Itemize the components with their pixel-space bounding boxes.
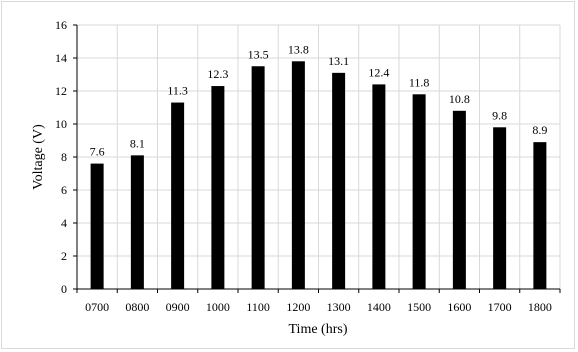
y-tick-label: 6 (61, 183, 67, 197)
axes (73, 24, 561, 293)
bar (291, 61, 305, 289)
bar (332, 72, 346, 289)
x-tick-label: 1100 (246, 300, 270, 314)
x-tick-label: 1200 (286, 300, 310, 314)
bar (171, 102, 185, 289)
data-label: 12.3 (207, 67, 228, 81)
data-label: 8.1 (130, 136, 145, 150)
x-axis-title: Time (hrs) (289, 322, 348, 337)
x-tick-label: 0700 (85, 300, 109, 314)
y-axis-title: Voltage (V) (31, 124, 46, 190)
data-label: 10.8 (449, 92, 470, 106)
x-tick-label: 1500 (407, 300, 431, 314)
y-tick-label: 0 (61, 282, 67, 296)
data-label: 12.4 (368, 65, 389, 79)
x-tick-label: 1700 (488, 300, 512, 314)
x-tick-label: 1400 (367, 300, 391, 314)
data-label: 7.6 (90, 145, 105, 159)
y-tick-label: 12 (55, 84, 67, 98)
data-label: 11.8 (409, 75, 430, 89)
data-label: 9.8 (492, 108, 507, 122)
bar (211, 86, 225, 289)
y-tick-label: 14 (55, 51, 67, 65)
data-label: 13.1 (328, 54, 349, 68)
gridlines (77, 24, 561, 289)
x-tick-label: 0800 (125, 300, 149, 314)
tick-labels: 0 2 4 6 8 10 12 14 16 0700 0800 0900 1000 1100 1200 130… (55, 18, 552, 314)
y-tick-label: 8 (61, 150, 67, 164)
x-tick-label: 1600 (447, 300, 471, 314)
data-label: 13.8 (288, 42, 309, 56)
y-tick-label: 10 (55, 117, 67, 131)
bars (90, 61, 547, 290)
data-label: 13.5 (248, 47, 269, 61)
bar (90, 163, 104, 289)
data-label: 11.3 (167, 84, 188, 98)
x-tick-label: 1300 (327, 300, 351, 314)
data-labels: 7.6 8.1 11.3 12.3 13.5 13.8 13.1 12.4 11.8 10.8 9.… (90, 42, 548, 158)
bar (412, 94, 426, 289)
bar (130, 155, 144, 289)
y-tick-label: 16 (55, 18, 67, 32)
data-label: 8.9 (532, 123, 547, 137)
bar (452, 110, 466, 289)
bar (493, 127, 507, 289)
bar (372, 84, 386, 290)
x-tick-label: 0900 (166, 300, 190, 314)
bar (533, 142, 547, 289)
bar (251, 66, 265, 289)
x-tick-label: 1000 (206, 300, 230, 314)
y-tick-label: 2 (61, 249, 67, 263)
x-tick-label: 1800 (528, 300, 552, 314)
y-tick-label: 4 (61, 216, 67, 230)
